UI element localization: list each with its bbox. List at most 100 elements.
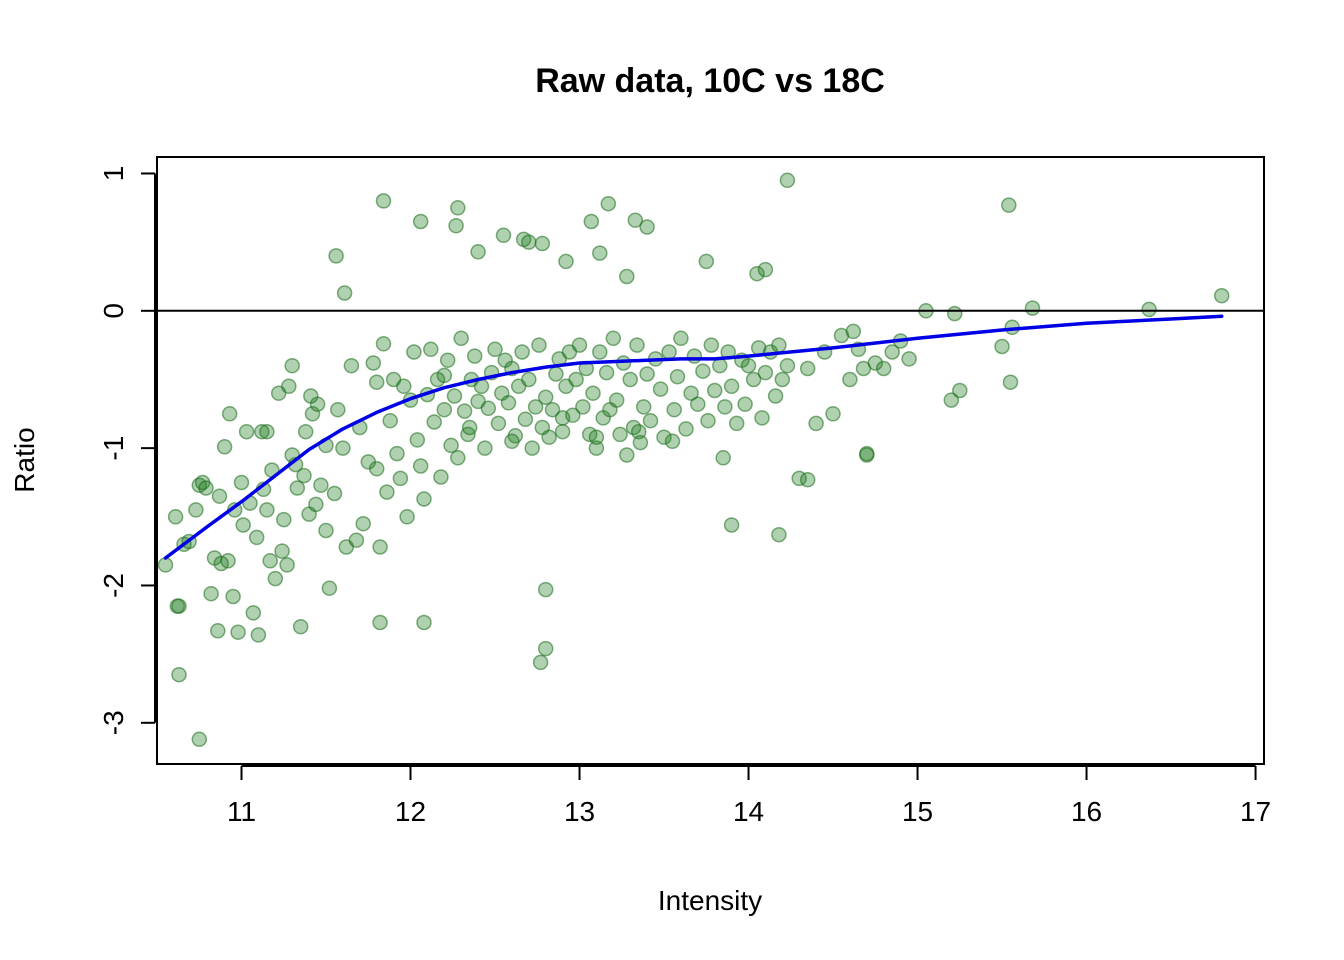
data-point	[1001, 197, 1017, 213]
data-point	[466, 348, 483, 364]
data-point	[666, 401, 682, 418]
data-point	[439, 352, 456, 368]
data-point	[728, 415, 745, 432]
data-point	[368, 374, 385, 390]
data-point	[375, 336, 392, 352]
data-point	[717, 399, 733, 415]
data-point	[284, 357, 300, 374]
data-point	[216, 439, 233, 455]
data-point	[375, 193, 392, 209]
data-point	[487, 341, 503, 358]
data-point	[211, 488, 228, 504]
x-tick-label: 12	[395, 796, 426, 827]
data-point	[433, 469, 449, 485]
data-point	[825, 406, 841, 422]
data-point	[456, 403, 473, 419]
data-point	[368, 460, 385, 477]
data-point	[220, 553, 236, 569]
data-point	[461, 419, 478, 436]
data-point	[779, 172, 796, 189]
data-point	[477, 440, 493, 456]
data-point	[235, 517, 251, 533]
data-point	[221, 406, 238, 422]
data-point	[416, 491, 432, 507]
y-tick-label: 0	[98, 303, 129, 319]
data-point	[585, 385, 601, 401]
data-point	[167, 509, 184, 525]
data-point	[171, 598, 187, 614]
data-point	[191, 731, 208, 748]
data-point	[171, 666, 187, 683]
data-point	[296, 467, 312, 484]
data-point	[372, 614, 388, 631]
data-point	[859, 445, 875, 462]
data-point	[524, 440, 540, 456]
data-point	[537, 389, 554, 406]
data-point	[514, 344, 530, 360]
data-point	[541, 429, 557, 445]
data-point	[771, 337, 787, 353]
x-tick-label: 16	[1071, 796, 1102, 827]
data-point	[652, 381, 669, 397]
data-point	[412, 213, 429, 230]
data-point	[532, 654, 549, 671]
data-point	[443, 437, 459, 454]
data-point	[504, 433, 520, 450]
data-point	[279, 557, 295, 573]
data-point	[544, 401, 561, 418]
data-point	[767, 388, 784, 404]
data-point	[289, 480, 306, 496]
data-point	[245, 605, 262, 621]
data-point	[326, 485, 343, 502]
data-point	[537, 581, 554, 598]
data-point	[884, 344, 900, 360]
data-point	[842, 371, 858, 388]
data-point	[749, 265, 765, 282]
data-point	[250, 627, 267, 643]
chart-title: Raw data, 10C vs 18C	[535, 62, 885, 100]
data-point	[210, 623, 226, 639]
data-point	[639, 366, 655, 382]
data-point	[453, 330, 469, 347]
data-point	[292, 618, 309, 635]
data-point	[757, 261, 774, 278]
data-point	[426, 414, 442, 430]
data-point	[470, 244, 486, 260]
data-point	[612, 426, 628, 443]
data-point	[436, 401, 453, 418]
data-point	[695, 363, 711, 379]
data-point	[588, 440, 605, 456]
data-point	[600, 195, 617, 212]
data-point	[757, 364, 774, 381]
y-tick-label: -1	[98, 436, 129, 461]
data-point	[188, 502, 204, 518]
data-point	[238, 423, 255, 440]
x-tick-label: 17	[1240, 796, 1271, 827]
data-point	[308, 496, 324, 513]
x-axis-label: Intensity	[658, 885, 762, 916]
data-point	[490, 415, 507, 432]
y-axis: 1 0 -1 -2 -3	[98, 166, 156, 735]
data-point	[754, 410, 770, 426]
data-point	[845, 323, 862, 340]
data-point	[262, 553, 278, 569]
data-point	[500, 395, 517, 411]
data-point	[537, 640, 554, 657]
x-tick-label: 13	[564, 796, 595, 827]
data-point	[639, 219, 655, 235]
data-point	[723, 378, 740, 395]
data-point	[592, 344, 608, 360]
data-point	[382, 412, 398, 429]
data-point	[1002, 374, 1019, 390]
data-point	[267, 570, 284, 587]
data-point	[799, 360, 816, 377]
data-point	[779, 357, 796, 374]
x-tick-label: 11	[227, 796, 256, 827]
data-point	[867, 355, 884, 371]
data-point	[480, 400, 497, 417]
y-tick-label: -2	[98, 573, 129, 598]
data-point	[321, 580, 338, 596]
data-point	[598, 364, 615, 381]
data-point	[450, 200, 466, 216]
data-point	[450, 450, 466, 466]
